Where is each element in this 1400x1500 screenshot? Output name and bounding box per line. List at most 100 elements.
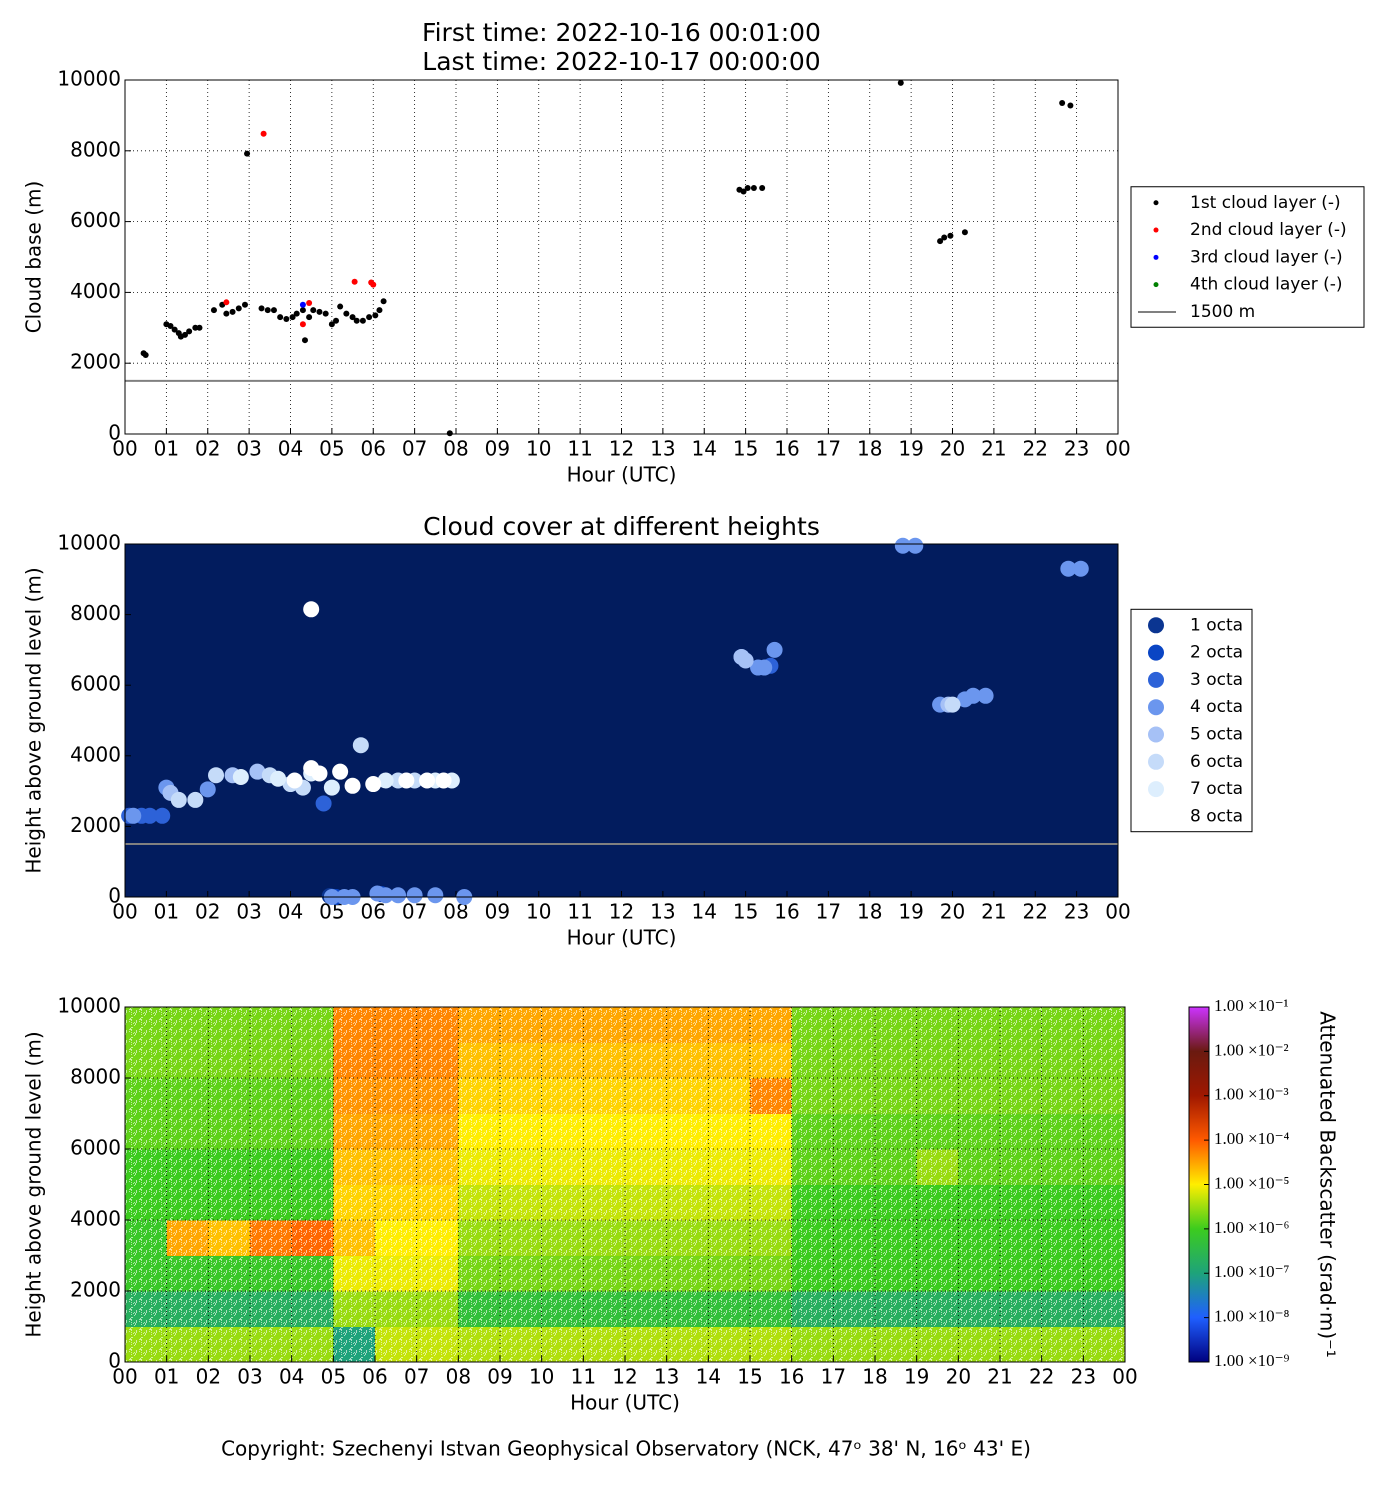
plot-frame xyxy=(124,543,1119,898)
legend-marker xyxy=(1153,254,1159,260)
point xyxy=(435,772,452,789)
x-tick-label: 20 xyxy=(940,900,965,924)
x-tick-label: 13 xyxy=(654,1365,679,1389)
legend: 1st cloud layer (-) 2nd cloud layer (-) 3r… xyxy=(1130,186,1365,328)
x-tick-label: 08 xyxy=(446,1365,471,1389)
x-tick-label: 20 xyxy=(940,437,965,461)
point xyxy=(377,772,394,789)
x-tick-label: 21 xyxy=(981,900,1006,924)
legend-label: 7 octa xyxy=(1190,779,1243,799)
x-tick-label: 12 xyxy=(612,1365,637,1389)
point xyxy=(244,150,251,157)
point xyxy=(310,307,317,314)
x-tick-label: 00 xyxy=(112,1365,137,1389)
point xyxy=(299,307,306,314)
x-tick-label: 19 xyxy=(904,1365,929,1389)
x-tick-label: 00 xyxy=(1112,1365,1137,1389)
x-tick-label: 23 xyxy=(1071,1365,1096,1389)
y-tick-label: 0 xyxy=(108,884,121,908)
x-tick-label: 03 xyxy=(236,437,261,461)
x-tick-label: 22 xyxy=(1023,900,1048,924)
point xyxy=(376,307,383,314)
point xyxy=(306,300,313,307)
point xyxy=(260,130,267,137)
point xyxy=(141,807,158,824)
x-tick-label: 06 xyxy=(361,900,386,924)
point xyxy=(315,795,332,812)
legend: 1 octa 2 octa 3 octa 4 octa 5 octa 6 octa 7 oc… xyxy=(1130,608,1253,833)
point xyxy=(125,807,142,824)
x-tick-label: 16 xyxy=(774,437,799,461)
point xyxy=(181,331,188,338)
chart-title: Cloud cover at different heights xyxy=(423,512,820,541)
point xyxy=(303,601,320,618)
legend-label: 3rd cloud layer (-) xyxy=(1190,247,1343,267)
point xyxy=(322,310,329,317)
point xyxy=(142,352,149,359)
footer: Copyright: Szechenyi Istvan Geophysical … xyxy=(221,1437,1031,1461)
y-tick-label: 0 xyxy=(108,1349,121,1373)
point xyxy=(270,770,287,787)
x-tick-label: 04 xyxy=(278,900,303,924)
x-tick-label: 11 xyxy=(567,900,592,924)
point xyxy=(332,763,349,780)
point xyxy=(380,298,387,305)
legend-marker xyxy=(1148,644,1164,661)
legend-marker xyxy=(1153,227,1159,233)
point xyxy=(377,887,394,904)
point xyxy=(370,281,377,288)
y-tick-label: 2000 xyxy=(70,813,121,837)
colorbar-tick-label: 1.00 ×10⁻⁵ xyxy=(1214,1173,1290,1192)
legend-label: 4 octa xyxy=(1190,697,1243,717)
point xyxy=(229,308,236,315)
plot-frame xyxy=(124,1006,1126,1363)
x-tick-label: 03 xyxy=(237,1365,262,1389)
x-tick-label: 20 xyxy=(946,1365,971,1389)
point xyxy=(154,807,171,824)
point xyxy=(299,301,306,308)
x-tick-label: 12 xyxy=(609,437,634,461)
x-tick-label: 10 xyxy=(526,437,551,461)
legend-marker xyxy=(1153,282,1159,288)
colorbar-tick-label: 1.00 ×10⁻¹ xyxy=(1214,996,1289,1015)
x-tick-label: 19 xyxy=(898,437,923,461)
point xyxy=(258,305,265,312)
point xyxy=(1072,560,1089,577)
colorbar-tick-label: 1.00 ×10⁻⁶ xyxy=(1214,1218,1290,1237)
x-tick-label: 05 xyxy=(319,437,344,461)
legend-marker xyxy=(1153,200,1159,206)
x-tick-label: 13 xyxy=(650,437,675,461)
point xyxy=(359,317,366,324)
point xyxy=(427,887,444,904)
point xyxy=(1067,102,1074,109)
point xyxy=(301,337,308,344)
x-tick-label: 07 xyxy=(402,437,427,461)
point xyxy=(196,324,203,331)
colorbar-label: Attenuated Backscatter (srad·m)⁻¹ xyxy=(1316,1011,1340,1358)
x-tick-label: 22 xyxy=(1029,1365,1054,1389)
x-tick-label: 02 xyxy=(196,1365,221,1389)
x-tick-label: 14 xyxy=(692,437,717,461)
point xyxy=(937,238,944,245)
legend-label: 1500 m xyxy=(1190,302,1255,322)
point xyxy=(446,430,453,437)
x-tick-label: 15 xyxy=(737,1365,762,1389)
x-tick-label: 00 xyxy=(112,437,137,461)
point xyxy=(961,229,968,236)
legend-label: 2nd cloud layer (-) xyxy=(1190,220,1347,240)
y-tick-label: 4000 xyxy=(70,1207,121,1231)
point xyxy=(977,687,994,704)
x-tick-label: 14 xyxy=(696,1365,721,1389)
point xyxy=(349,314,356,321)
y-tick-label: 6000 xyxy=(70,672,121,696)
point xyxy=(907,537,924,554)
point xyxy=(750,184,757,191)
point xyxy=(208,767,225,784)
point xyxy=(897,79,904,86)
legend-label: 6 octa xyxy=(1190,752,1243,772)
x-tick-label: 02 xyxy=(195,900,220,924)
point xyxy=(199,781,216,798)
point xyxy=(740,188,747,195)
x-tick-label: 17 xyxy=(821,1365,846,1389)
point xyxy=(372,312,379,319)
